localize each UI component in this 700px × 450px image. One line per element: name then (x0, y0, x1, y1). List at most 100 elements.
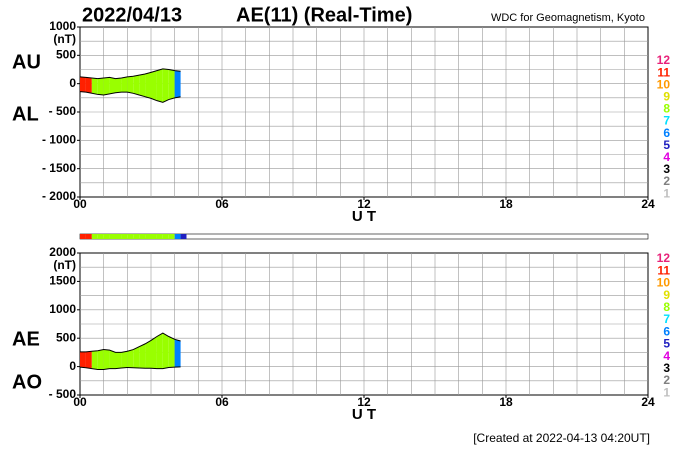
y-tick-label: 0 (69, 76, 76, 90)
x-tick-label: 24 (641, 395, 655, 409)
station-bar (85, 234, 92, 239)
series-line (79, 68, 181, 80)
series-label: AE (12, 328, 40, 350)
station-legend: 12 (657, 53, 671, 67)
series-label: AL (12, 103, 39, 125)
range-fill (156, 333, 163, 369)
y-tick-label: 1000 (49, 302, 76, 316)
series-line (80, 332, 181, 353)
y-tick-label: 1500 (49, 274, 76, 288)
station-bar (91, 234, 98, 239)
range-fill (103, 349, 110, 370)
y-tick-label: 500 (56, 330, 76, 344)
range-fill (174, 339, 181, 368)
range-fill (115, 78, 122, 93)
source: WDC for Geomagnetism, Kyoto (491, 12, 645, 24)
station-legend: 9 (663, 288, 670, 302)
station-bar (127, 234, 134, 239)
x-tick-label: 00 (73, 197, 87, 211)
station-legend: 10 (657, 77, 671, 91)
y-tick-label: - 2000 (42, 189, 76, 203)
y-tick-label: - 1500 (42, 161, 76, 175)
station-legend: 2 (663, 174, 670, 188)
y-tick-label: 1000 (49, 19, 76, 33)
station-bar (156, 234, 163, 239)
station-bar (168, 234, 175, 239)
series-line (79, 91, 181, 103)
station-legend: 10 (657, 276, 671, 290)
title: AE(11) (Real-Time) (236, 4, 412, 26)
x-tick-label: 12 (357, 197, 371, 211)
x-axis-label: U T (352, 406, 376, 423)
station-legend: 2 (663, 373, 670, 387)
range-fill (80, 351, 86, 368)
y-tick-label: 2000 (49, 245, 76, 259)
range-fill (85, 351, 92, 369)
y-tick-label: 0 (69, 359, 76, 373)
station-bar (151, 234, 157, 239)
x-tick-label: 18 (499, 197, 513, 211)
range-fill (97, 78, 104, 95)
range-fill (145, 340, 151, 369)
station-bar (97, 234, 104, 239)
range-fill (80, 76, 86, 93)
range-fill (127, 76, 134, 94)
series-line (79, 366, 181, 370)
station-legend: 3 (663, 361, 670, 375)
station-legend: 1 (663, 186, 670, 200)
station-legend: 6 (663, 126, 670, 140)
series-label: AU (12, 51, 41, 73)
station-bar (174, 234, 181, 239)
station-legend: 5 (663, 138, 670, 152)
range-fill (151, 70, 157, 101)
station-legend: 5 (663, 337, 670, 351)
station-bar (80, 234, 86, 239)
station-legend: 11 (657, 65, 670, 79)
y-unit: (nT) (53, 32, 76, 46)
station-legend: 1 (663, 385, 670, 399)
station-bar (109, 234, 116, 239)
x-tick-label: 00 (73, 395, 87, 409)
station-legend: 6 (663, 324, 670, 338)
range-fill (151, 336, 157, 369)
y-tick-label: - 500 (49, 387, 77, 401)
range-fill (162, 333, 169, 369)
range-fill (168, 69, 175, 100)
station-legend: 11 (657, 263, 670, 277)
x-axis-label: U T (352, 208, 376, 225)
y-tick-label: - 500 (49, 104, 77, 118)
station-bar (180, 234, 187, 239)
range-fill (127, 349, 134, 368)
station-bar (115, 234, 122, 239)
station-legend: 4 (663, 150, 670, 164)
station-bar (121, 234, 128, 239)
range-fill (133, 75, 140, 95)
range-fill (133, 346, 140, 369)
range-fill (162, 68, 169, 103)
range-fill (121, 351, 128, 369)
range-fill (97, 349, 104, 370)
range-fill (145, 72, 151, 99)
station-bar (103, 234, 110, 239)
station-bar (162, 234, 169, 239)
x-tick-label: 06 (215, 395, 229, 409)
range-fill (91, 78, 98, 95)
station-legend: 8 (663, 102, 670, 116)
y-unit: (nT) (53, 258, 76, 272)
x-tick-label: 24 (641, 197, 655, 211)
range-fill (121, 76, 128, 93)
station-bar (139, 234, 146, 239)
station-bar (133, 234, 140, 239)
series-label: AO (12, 371, 42, 393)
range-fill (109, 350, 116, 369)
x-tick-label: 18 (499, 395, 513, 409)
range-fill (156, 68, 163, 103)
station-legend: 9 (663, 89, 670, 103)
range-fill (168, 336, 175, 368)
y-tick-label: 500 (56, 48, 76, 62)
date: 2022/04/13 (82, 4, 182, 26)
range-fill (109, 77, 116, 94)
station-legend: 3 (663, 162, 670, 176)
footer: [Created at 2022-04-13 04:20UT] (473, 431, 650, 445)
